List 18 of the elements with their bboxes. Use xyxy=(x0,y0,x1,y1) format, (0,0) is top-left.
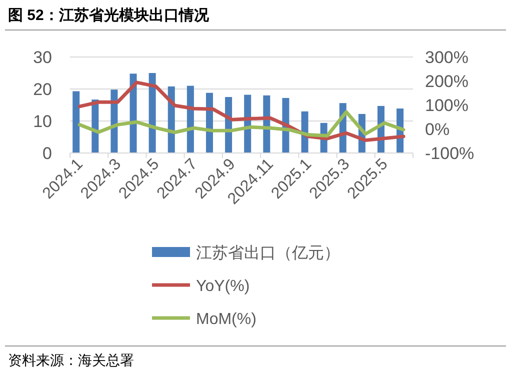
y-tick-label: 0 xyxy=(42,144,52,163)
legend-label: YoY(%) xyxy=(196,278,250,295)
y2-tick-label: 200% xyxy=(425,72,468,91)
y-tick-label: 20 xyxy=(33,80,52,99)
text: 资料来源：海关总署 xyxy=(8,352,134,368)
y2-tick-label: -100% xyxy=(425,144,474,163)
line-series xyxy=(78,80,406,142)
chart-title: 图 52：江苏省光模块出口情况 xyxy=(8,7,210,24)
bar xyxy=(72,91,80,153)
legend-label: MoM(%) xyxy=(196,311,256,328)
y2-tick-label: 300% xyxy=(425,48,468,67)
y-tick-label: 10 xyxy=(33,112,52,131)
line-series xyxy=(78,110,406,138)
y2-tick-label: 0% xyxy=(425,120,450,139)
y-tick-label: 30 xyxy=(33,48,52,67)
bar xyxy=(148,73,156,153)
legend-label: 江苏省出口（亿元） xyxy=(196,244,340,262)
y2-tick-label: 100% xyxy=(425,96,468,115)
